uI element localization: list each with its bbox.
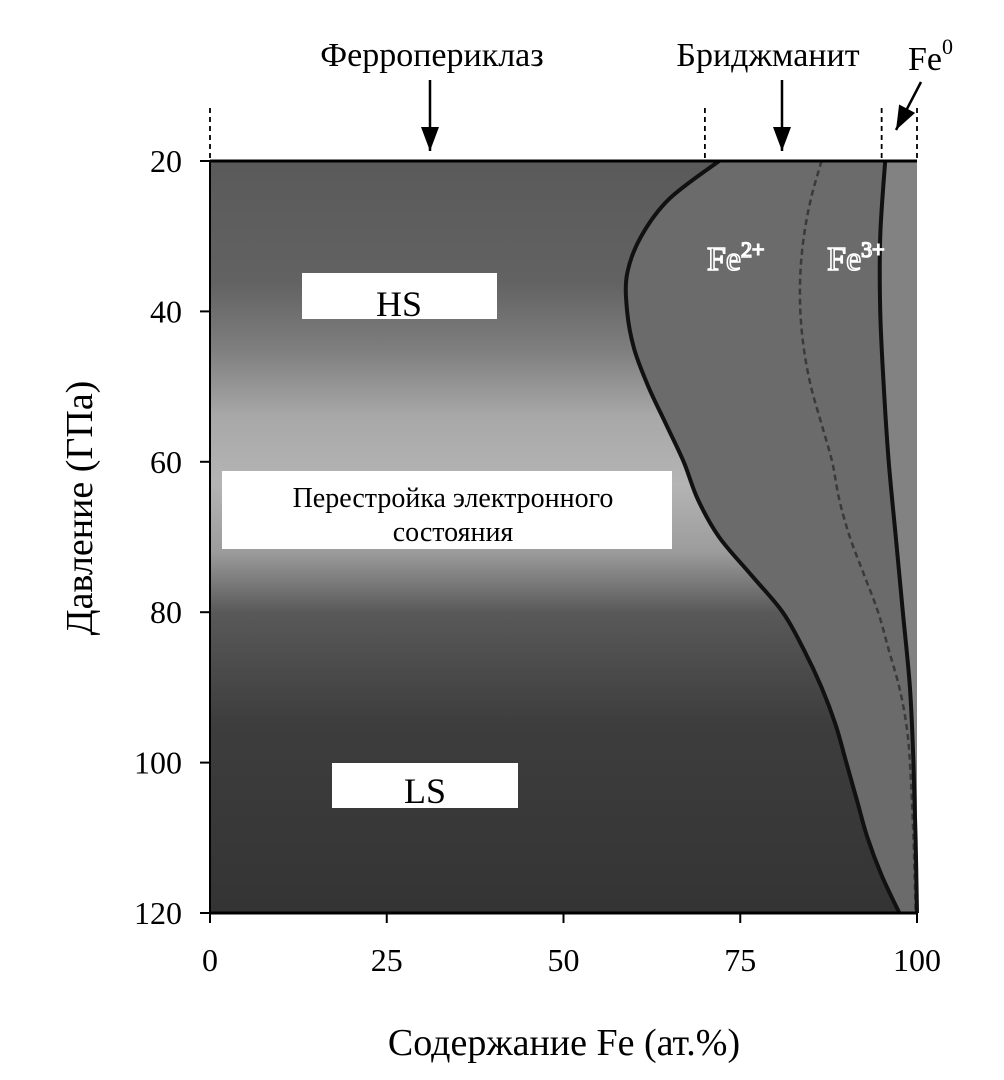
y-tick-label: 100 — [134, 745, 182, 781]
ion-labels: Fe2+ Fe3+ — [706, 236, 885, 279]
ion-label-2plus: Fe2+ — [707, 237, 764, 278]
phase-label-ferropericlase: Ферропериклаз — [320, 37, 543, 74]
ls-label: LS — [404, 771, 446, 811]
phase-boundaries — [623, 159, 919, 914]
phase-label-fe0: Fe0 — [908, 34, 953, 78]
hs-box — [302, 273, 497, 319]
x-tick-label: 50 — [548, 942, 580, 978]
arrow-fe0-head — [896, 104, 916, 130]
phase-dividers — [209, 108, 918, 161]
x-tick-label: 25 — [371, 942, 403, 978]
phase-labels: Ферропериклаз Бриджманит Fe0 — [320, 34, 953, 151]
x-tick-label: 100 — [893, 942, 941, 978]
ls-box — [332, 763, 518, 808]
x-axis: 0 25 50 75 100 — [202, 913, 941, 978]
transition-box — [222, 471, 672, 549]
fe0-region — [879, 161, 917, 913]
y-tick-label: 20 — [150, 143, 182, 179]
y-tick-label: 60 — [150, 444, 182, 480]
x-axis-title: Содержание Fe (ат.%) — [388, 1022, 740, 1064]
ion-label-3plus: Fe3+ — [827, 237, 884, 278]
y-tick-label: 80 — [150, 594, 182, 630]
transition-label-line-2: состояния — [393, 517, 514, 548]
arrow-ferropericlase-head — [421, 127, 439, 151]
phase-label-bridgmanite: Бриджманит — [676, 37, 859, 74]
boundary-bridgmanite-Fe0 — [877, 160, 919, 914]
x-tick-label: 75 — [724, 942, 756, 978]
transition-label-line-1: Перестройка электронного — [293, 483, 614, 514]
y-tick-label: 120 — [134, 895, 182, 931]
y-axis: 20 40 60 80 100 120 — [134, 143, 210, 931]
bridgmanite-region — [625, 161, 917, 913]
y-axis-title: Давление (ГПа) — [59, 381, 101, 636]
x-tick-label: 0 — [202, 942, 218, 978]
boundary-Fe2+-Fe3+ — [798, 160, 917, 914]
y-tick-label: 40 — [150, 293, 182, 329]
hs-label: HS — [376, 284, 422, 324]
boundary-ferropericlase-bridgmanite — [623, 159, 902, 914]
arrow-bridgmanite-head — [773, 127, 791, 151]
